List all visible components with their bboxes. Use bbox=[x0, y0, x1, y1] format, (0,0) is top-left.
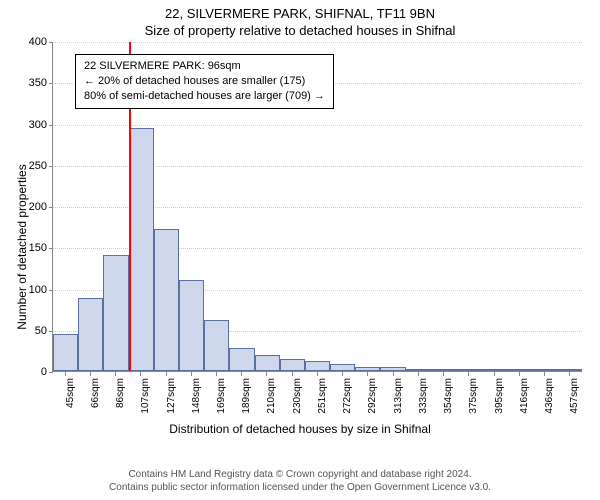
x-tick-mark bbox=[191, 372, 192, 376]
x-tick-label: 292sqm bbox=[367, 378, 378, 414]
footer-attribution: Contains HM Land Registry data © Crown c… bbox=[0, 468, 600, 494]
page-title: 22, SILVERMERE PARK, SHIFNAL, TF11 9BN bbox=[0, 0, 600, 21]
y-tick-label: 50 bbox=[35, 325, 47, 337]
annotation-box: 22 SILVERMERE PARK: 96sqm ← 20% of detac… bbox=[75, 54, 334, 109]
annotation-line-1: 22 SILVERMERE PARK: 96sqm bbox=[84, 59, 325, 74]
x-tick-mark bbox=[494, 372, 495, 376]
x-tick-mark bbox=[90, 372, 91, 376]
histogram-bar bbox=[129, 128, 154, 371]
y-tick-label: 300 bbox=[29, 119, 47, 131]
x-tick-label: 169sqm bbox=[216, 378, 227, 414]
x-tick-mark bbox=[418, 372, 419, 376]
x-tick-label: 333sqm bbox=[418, 378, 429, 414]
x-tick-label: 272sqm bbox=[342, 378, 353, 414]
y-tick-label: 400 bbox=[29, 36, 47, 48]
x-tick-mark bbox=[468, 372, 469, 376]
x-tick-label: 375sqm bbox=[468, 378, 479, 414]
y-tick-label: 100 bbox=[29, 284, 47, 296]
x-tick-mark bbox=[443, 372, 444, 376]
histogram-bar bbox=[179, 280, 204, 371]
x-tick-label: 230sqm bbox=[292, 378, 303, 414]
x-axis-label: Distribution of detached houses by size … bbox=[0, 422, 600, 436]
x-tick-mark bbox=[544, 372, 545, 376]
histogram-bar bbox=[103, 255, 128, 371]
x-tick-label: 251sqm bbox=[317, 378, 328, 414]
x-tick-label: 66sqm bbox=[90, 378, 101, 408]
x-tick-mark bbox=[292, 372, 293, 376]
histogram-bar bbox=[557, 369, 582, 371]
y-tick-label: 350 bbox=[29, 77, 47, 89]
histogram-bar bbox=[280, 359, 305, 371]
y-tick-label: 0 bbox=[41, 366, 47, 378]
x-tick-label: 354sqm bbox=[443, 378, 454, 414]
x-tick-mark bbox=[367, 372, 368, 376]
page-subtitle: Size of property relative to detached ho… bbox=[0, 21, 600, 40]
annotation-line-2: ← 20% of detached houses are smaller (17… bbox=[84, 74, 325, 89]
histogram-bar bbox=[204, 320, 229, 371]
x-tick-mark bbox=[65, 372, 66, 376]
histogram-bar bbox=[456, 369, 481, 371]
x-tick-label: 313sqm bbox=[393, 378, 404, 414]
histogram-bar bbox=[53, 334, 78, 371]
x-tick-mark bbox=[266, 372, 267, 376]
x-tick-mark bbox=[115, 372, 116, 376]
y-tick-label: 150 bbox=[29, 242, 47, 254]
x-tick-mark bbox=[241, 372, 242, 376]
footer-line-1: Contains HM Land Registry data © Crown c… bbox=[0, 468, 600, 481]
x-tick-label: 148sqm bbox=[191, 378, 202, 414]
x-tick-label: 86sqm bbox=[115, 378, 126, 408]
x-tick-label: 107sqm bbox=[140, 378, 151, 414]
x-tick-mark bbox=[569, 372, 570, 376]
x-tick-mark bbox=[393, 372, 394, 376]
histogram-bar bbox=[506, 369, 531, 371]
histogram-bar bbox=[305, 361, 330, 371]
x-tick-label: 45sqm bbox=[65, 378, 76, 408]
histogram-bar bbox=[78, 298, 103, 371]
x-tick-label: 189sqm bbox=[241, 378, 252, 414]
x-tick-label: 436sqm bbox=[544, 378, 555, 414]
histogram-bar bbox=[330, 364, 355, 371]
x-tick-mark bbox=[216, 372, 217, 376]
footer-line-2: Contains public sector information licen… bbox=[0, 481, 600, 494]
histogram-bar bbox=[481, 369, 506, 371]
x-tick-label: 457sqm bbox=[569, 378, 580, 414]
histogram-bar bbox=[406, 369, 431, 371]
x-tick-mark bbox=[166, 372, 167, 376]
x-tick-mark bbox=[519, 372, 520, 376]
x-tick-label: 127sqm bbox=[166, 378, 177, 414]
histogram-bar bbox=[431, 369, 456, 371]
x-tick-mark bbox=[317, 372, 318, 376]
histogram-bar bbox=[255, 355, 280, 372]
x-tick-label: 210sqm bbox=[266, 378, 277, 414]
y-axis-label: Number of detached properties bbox=[15, 147, 29, 347]
histogram-bar bbox=[229, 348, 254, 371]
x-tick-mark bbox=[342, 372, 343, 376]
x-tick-label: 416sqm bbox=[519, 378, 530, 414]
x-tick-label: 395sqm bbox=[494, 378, 505, 414]
histogram-bar bbox=[154, 229, 179, 371]
plot-area: 22 SILVERMERE PARK: 96sqm ← 20% of detac… bbox=[52, 42, 582, 372]
y-tick-label: 200 bbox=[29, 201, 47, 213]
histogram-bar bbox=[532, 369, 557, 371]
histogram-bar bbox=[355, 367, 380, 371]
chart-container: Number of detached properties 22 SILVERM… bbox=[0, 42, 600, 438]
histogram-bar bbox=[380, 367, 405, 371]
y-tick-label: 250 bbox=[29, 160, 47, 172]
x-tick-mark bbox=[140, 372, 141, 376]
annotation-line-3: 80% of semi-detached houses are larger (… bbox=[84, 89, 325, 104]
